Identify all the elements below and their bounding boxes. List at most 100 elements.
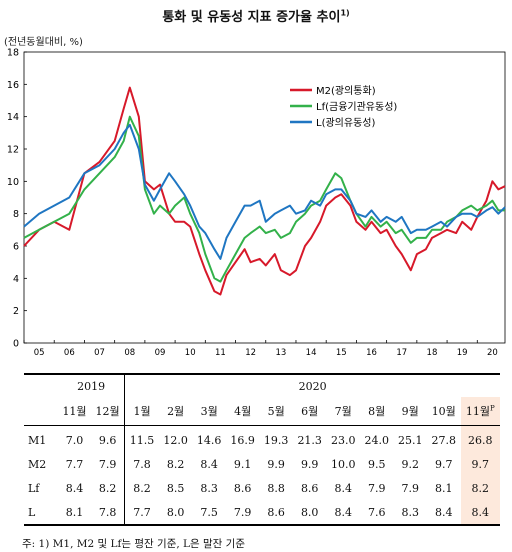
table-cell: 23.0 (330, 433, 356, 447)
data-table: 2019 2020 11월 12월 1월 2월 3월 4월 5월 6월 7월 8월 9월 10월 11월P M… (24, 373, 500, 526)
table-cell: 9.1 (233, 457, 252, 471)
page-title: 통화 및 유동성 지표 증가율 추이1) (162, 8, 350, 25)
legend-label: L(광의유동성) (316, 117, 375, 129)
chart-legend: M2(광의통화) Lf(금융기관유동성) L(광의유동성) (290, 85, 397, 129)
month-header: 1월 (124, 397, 159, 426)
table-cell: 9.6 (98, 433, 117, 447)
row-label: Lf (28, 481, 40, 495)
month-header: 2월 (158, 397, 193, 426)
footnote: 주: 1) M1, M2 및 Lf는 평잔 기준, L은 말잔 기준 (22, 538, 245, 550)
row-label: M1 (28, 433, 47, 447)
y-tick-label: 12 (7, 145, 19, 156)
table-cell: 9.7 (435, 457, 453, 471)
month-header: 11월 (58, 397, 91, 426)
x-tick-label: 12 (245, 348, 256, 358)
table-cell: 8.8 (267, 481, 285, 495)
x-tick-label: 10 (185, 348, 196, 358)
corner-cell (24, 397, 58, 426)
table-cell: 7.9 (98, 457, 117, 471)
table-cell: 7.5 (192, 500, 226, 526)
x-tick-label: 09 (155, 348, 166, 358)
table-cell: 9.2 (401, 457, 419, 471)
month-header-row: 11월 12월 1월 2월 3월 4월 5월 6월 7월 8월 9월 10월 11월P (24, 397, 500, 426)
x-tick-label: 07 (94, 348, 105, 358)
year-header: 2020 (124, 373, 500, 397)
table-cell: 8.4 (427, 500, 461, 526)
x-tick-label: 19 (457, 348, 468, 358)
month-header: 9월 (393, 397, 427, 426)
legend-label: M2(광의통화) (316, 85, 376, 97)
x-tick-label: 15 (336, 348, 347, 358)
month-header: 7월 (326, 397, 360, 426)
x-tick-label: 13 (275, 348, 286, 358)
table-cell: 8.0 (292, 500, 327, 526)
table-cell: 12.0 (163, 433, 188, 447)
table-cell: 8.2 (124, 476, 159, 500)
table-cell: 8.2 (166, 457, 185, 471)
x-tick-label: 20 (487, 348, 498, 358)
plot-frame (23, 51, 506, 344)
table-cell: 8.3 (200, 481, 218, 495)
table-cell: 16.9 (230, 433, 255, 447)
x-tick-label: 06 (64, 348, 75, 358)
x-tick-label: 11 (215, 348, 226, 358)
table-cell: 8.2 (98, 481, 117, 495)
table-cell: 7.6 (359, 500, 394, 526)
table-cell: 7.7 (65, 457, 84, 471)
y-tick-label: 18 (7, 48, 19, 59)
table-cell: 9.5 (367, 457, 386, 471)
line-chart: (전년동월대비, %) 0 2 4 6 8 10 12 14 16 18 05 06 07 08 09 10 11… (4, 36, 506, 358)
y-tick-label: 10 (7, 177, 19, 188)
table-cell: 8.6 (300, 481, 319, 495)
year-header-row: 2019 2020 (24, 373, 500, 397)
table-cell: 8.6 (259, 500, 293, 526)
table-cell: 7.7 (124, 500, 159, 526)
table-cell: 8.5 (166, 481, 185, 495)
table-cell: 8.4 (65, 481, 84, 495)
preliminary-mark: P (489, 404, 495, 413)
x-tick-label: 14 (306, 348, 317, 358)
x-tick-label: 08 (124, 348, 135, 358)
table-cell: 9.9 (267, 457, 285, 471)
table-cell: 8.0 (158, 500, 193, 526)
month-header: 12월 (91, 397, 125, 426)
month-header: 10월 (427, 397, 461, 426)
table-cell: 7.9 (225, 500, 260, 526)
table-cell: 8.1 (435, 481, 453, 495)
x-tick-label: 18 (427, 348, 438, 358)
row-label: L (24, 500, 58, 526)
table-cell: 10.0 (330, 457, 356, 471)
series-line-2 (23, 115, 505, 283)
y-tick-label: 0 (13, 339, 19, 350)
year-header: 2019 (58, 373, 125, 397)
month-header: 8월 (359, 397, 394, 426)
row-label: M2 (28, 457, 47, 471)
y-tick-label: 2 (13, 306, 19, 317)
table-cell: 19.3 (263, 433, 289, 447)
table-cell: 8.6 (233, 481, 252, 495)
y-tick-label: 14 (7, 112, 19, 123)
table-cell: 8.4 (460, 500, 500, 526)
month-header: 11월P (460, 397, 500, 426)
table-cell: 26.8 (460, 425, 500, 452)
table-row: L 8.1 7.8 7.7 8.0 7.5 7.9 8.6 8.0 8.4 7.6 8.3 8.4 8.4 (24, 500, 500, 526)
month-header: 4월 (225, 397, 260, 426)
y-tick-label: 8 (13, 209, 19, 220)
series-line-3 (23, 123, 506, 260)
table-cell: 7.9 (401, 481, 419, 495)
table-cell: 14.6 (196, 433, 222, 447)
table-row: M1 7.0 9.6 11.5 12.0 14.6 16.9 19.3 21.3 23.0 24.0… (24, 425, 500, 452)
month-header: 3월 (192, 397, 226, 426)
table-cell: 11.5 (124, 425, 159, 452)
table-cell: 8.4 (334, 481, 352, 495)
month-header: 5월 (259, 397, 293, 426)
table-cell: 7.8 (91, 500, 125, 526)
table-cell: 8.3 (393, 500, 427, 526)
table-cell: 7.8 (124, 452, 159, 476)
table-cell: 8.4 (200, 457, 218, 471)
table-cell: 8.4 (326, 500, 360, 526)
table-cell: 24.0 (364, 433, 389, 447)
x-tick-label: 05 (34, 348, 45, 358)
y-tick-label: 4 (13, 274, 19, 285)
series-line-1 (23, 86, 506, 296)
